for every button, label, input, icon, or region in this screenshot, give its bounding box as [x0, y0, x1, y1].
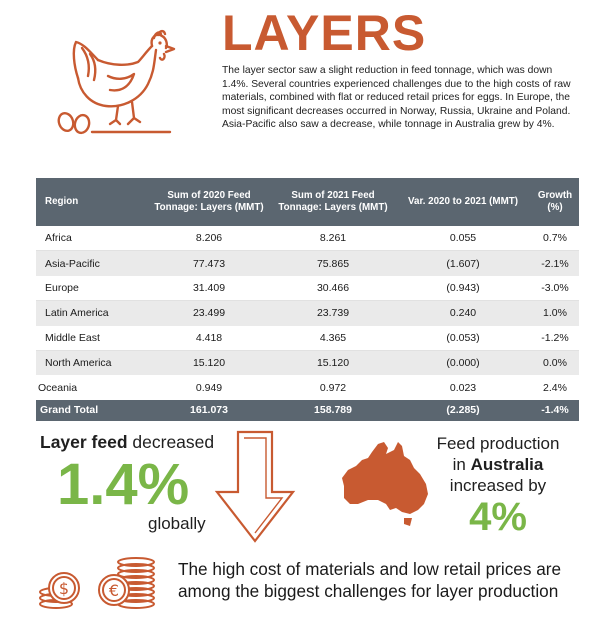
value-2020-cell: 31.409	[147, 275, 271, 302]
global-decrease-value: 1.4%	[57, 452, 190, 517]
column-header-growth: Growth (%)	[531, 178, 579, 226]
variance-cell: 0.055	[395, 226, 531, 252]
table-row: North America 15.120 15.120 (0.000) 0.0%	[36, 350, 579, 376]
dollar-coins-icon: $	[39, 572, 80, 609]
region-cell: Oceania	[38, 381, 78, 394]
value-2021-cell: 8.261	[271, 226, 395, 252]
value-2020-cell: 23.499	[147, 300, 271, 326]
table-row: Middle East 4.418 4.365 (0.053) -1.2%	[36, 325, 579, 351]
region-cell: Middle East	[36, 325, 147, 351]
growth-cell: -2.1%	[531, 250, 579, 276]
layer-feed-callout: Layer feed decreased	[40, 432, 230, 453]
layer-feed-rest: decreased	[127, 432, 215, 452]
growth-cell: -3.0%	[531, 275, 579, 302]
region-cell: North America	[36, 350, 147, 376]
euro-coins-icon: €	[98, 557, 155, 609]
growth-cell: 0.7%	[531, 226, 579, 252]
growth-cell: 2.4%	[543, 381, 567, 394]
growth-cell: -1.2%	[531, 325, 579, 351]
table-row: Oceania 0.949 0.972 0.023 2.4%	[36, 375, 579, 399]
down-arrow-icon	[214, 430, 296, 543]
growth-cell: 0.0%	[531, 350, 579, 376]
australia-callout: Feed production in Australia increased b…	[430, 433, 566, 496]
total-variance-cell: (2.285)	[395, 399, 531, 421]
total-label-cell: Grand Total	[36, 399, 147, 421]
challenges-statement: The high cost of materials and low retai…	[178, 559, 562, 601]
value-2020-cell: 4.418	[147, 325, 271, 351]
variance-cell: 0.240	[395, 300, 531, 326]
australia-line1: Feed production	[436, 434, 560, 453]
table-header-row: Region Sum of 2020 Feed Tonnage: Layers …	[36, 178, 579, 226]
variance-cell: (1.607)	[395, 250, 531, 276]
region-cell: Africa	[36, 226, 147, 252]
variance-cell: (0.053)	[395, 325, 531, 351]
value-2020-cell: 0.949	[195, 381, 223, 394]
value-2021-cell: 4.365	[271, 325, 395, 351]
value-2021-cell: 0.972	[319, 381, 347, 394]
layer-feed-table: Region Sum of 2020 Feed Tonnage: Layers …	[36, 178, 579, 421]
table-row: Latin America 23.499 23.739 0.240 1.0%	[36, 300, 579, 326]
value-2020-cell: 77.473	[147, 250, 271, 276]
column-header-variance: Var. 2020 to 2021 (MMT)	[395, 178, 531, 226]
australia-map-icon	[342, 442, 428, 526]
australia-line2: in Australia	[430, 454, 566, 475]
table-row: Asia-Pacific 77.473 75.865 (1.607) -2.1%	[36, 250, 579, 276]
value-2021-cell: 23.739	[271, 300, 395, 326]
page-title: LAYERS	[222, 5, 427, 61]
layer-feed-heading: Layer feed decreased	[40, 432, 230, 453]
variance-cell: (0.943)	[395, 275, 531, 302]
coins-illustration: $ €	[39, 557, 155, 609]
grand-total-row: Grand Total 161.073 158.789 (2.285) -1.4…	[36, 399, 579, 421]
column-header-region: Region	[36, 178, 147, 226]
total-growth-cell: -1.4%	[531, 399, 579, 421]
australia-line3: increased by	[449, 476, 547, 495]
table-row: Europe 31.409 30.466 (0.943) -3.0%	[36, 275, 579, 302]
table-row: Africa 8.206 8.261 0.055 0.7%	[36, 226, 579, 252]
region-cell: Europe	[36, 275, 147, 302]
variance-cell: 0.023	[449, 381, 477, 394]
svg-text:€: €	[109, 581, 119, 600]
value-2020-cell: 8.206	[147, 226, 271, 252]
australia-increase-value: 4%	[469, 495, 527, 539]
australia-label: Australia	[470, 455, 544, 474]
value-2021-cell: 30.466	[271, 275, 395, 302]
value-2021-cell: 75.865	[271, 250, 395, 276]
intro-paragraph: The layer sector saw a slight reduction …	[222, 65, 571, 131]
total-2020-cell: 161.073	[147, 399, 271, 421]
value-2021-cell: 15.120	[271, 350, 395, 376]
australia-line2-pre: in	[452, 455, 471, 474]
region-cell: Latin America	[36, 300, 147, 326]
region-cell: Asia-Pacific	[36, 250, 147, 276]
eggs-icon	[57, 112, 91, 135]
variance-cell: (0.000)	[395, 350, 531, 376]
total-2021-cell: 158.789	[271, 399, 395, 421]
svg-text:$: $	[59, 579, 69, 598]
value-2020-cell: 15.120	[147, 350, 271, 376]
column-header-2021: Sum of 2021 Feed Tonnage: Layers (MMT)	[271, 178, 395, 226]
globally-label: globally	[148, 514, 206, 533]
column-header-2020: Sum of 2020 Feed Tonnage: Layers (MMT)	[147, 178, 271, 226]
layer-feed-bold: Layer feed	[40, 432, 128, 452]
hen-icon	[57, 29, 176, 135]
growth-cell: 1.0%	[531, 300, 579, 326]
